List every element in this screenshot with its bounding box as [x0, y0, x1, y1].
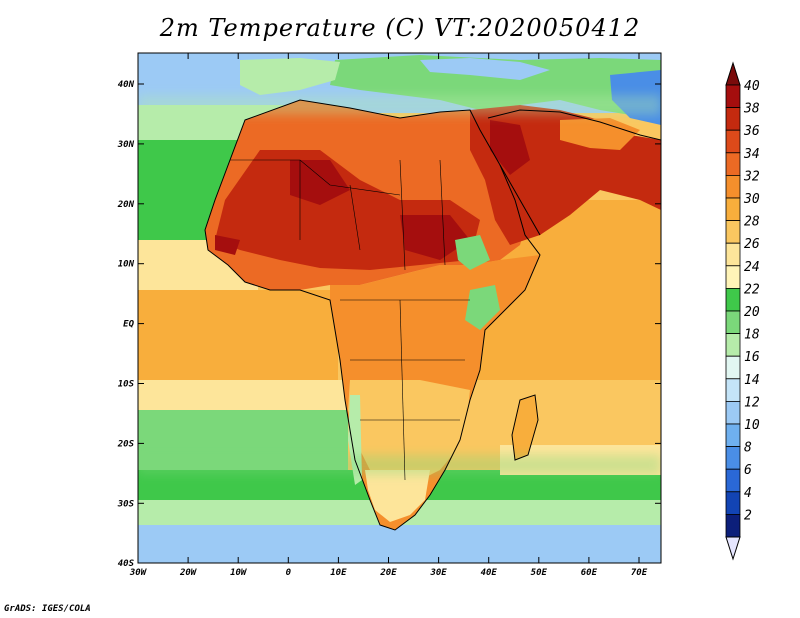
colorbar-swatch: [725, 220, 741, 244]
iran-land: [560, 118, 640, 150]
colorbar-label: 24: [744, 260, 760, 275]
colorbar-swatch: [725, 400, 741, 425]
coastlines: [204, 99, 661, 531]
lon-label: 30W: [129, 568, 148, 578]
colorbar: 40 38 36 34 32 30 28 26 24 22 20 18 16 14 12 10 8 6 4 2: [725, 61, 760, 561]
colorbar-label: 12: [744, 395, 760, 410]
colorbar-swatch: [725, 84, 741, 109]
lon-label: 30E: [429, 568, 447, 578]
colorbar-label: 8: [744, 441, 752, 456]
colorbar-label: 14: [744, 373, 760, 388]
colorbar-swatch: [725, 355, 741, 380]
colorbar-label: 26: [744, 237, 760, 252]
colorbar-swatch: [725, 287, 741, 312]
lat-label: 30S: [117, 499, 135, 509]
ocean-south-blue-band: [138, 525, 661, 563]
ethiopia-highlands: [455, 235, 490, 270]
colorbar-label: 16: [744, 350, 760, 365]
colorbar-swatch: [725, 242, 741, 267]
colorbar-bottom-arrow: [725, 536, 741, 561]
lat-label: 10S: [118, 380, 135, 390]
lon-label: 40E: [481, 568, 498, 578]
colorbar-label: 18: [744, 328, 760, 343]
lat-label: EQ: [123, 320, 134, 330]
ocean-gulf-guinea: [138, 290, 338, 390]
lon-label: 70E: [631, 568, 648, 578]
lon-label: 50E: [531, 568, 548, 578]
east-africa-highlands: [465, 285, 500, 330]
sahara-hot-spot-west: [290, 160, 350, 205]
colorbar-swatch: [725, 310, 741, 335]
colorbar-label: 38: [743, 102, 760, 117]
colorbar-swatch: [725, 491, 741, 515]
colorbar-swatch: [725, 423, 741, 448]
south-africa-cool-land: [365, 470, 430, 522]
temperature-field: [138, 53, 661, 563]
lat-label: 20S: [117, 439, 135, 449]
madagascar-land: [512, 395, 538, 460]
latitude-axis: 40N 30N 20N 10N EQ 10S 20S 30S 40S: [117, 80, 661, 569]
longitude-axis: 30W 20W 10W 0 10E 20E 30E 40E 50E 60E 70E: [129, 53, 648, 578]
country-borders: [230, 159, 470, 481]
plot-frame: [137, 52, 662, 564]
colorbar-swatch: [725, 152, 741, 176]
lon-label: 10E: [330, 568, 347, 578]
colorbar-swatch: [725, 446, 741, 470]
lat-label: 20N: [117, 200, 135, 210]
colorbar-label: 22: [744, 282, 760, 297]
lat-label: 40N: [118, 80, 135, 90]
lon-label: 20E: [379, 568, 397, 578]
colorbar-label: 2: [744, 508, 752, 523]
colorbar-swatch: [725, 174, 741, 199]
lon-label: 0: [286, 568, 292, 578]
colorbar-swatch: [725, 468, 741, 493]
colorbar-label: 6: [744, 463, 752, 478]
colorbar-label: 34: [743, 147, 760, 162]
lon-label: 60E: [581, 568, 598, 578]
colorbar-label: 4: [744, 486, 752, 501]
west-africa-hot-spot: [215, 235, 240, 255]
iberia-land: [240, 58, 340, 95]
lat-label: 30N: [117, 140, 135, 150]
colorbar-swatch: [725, 265, 741, 289]
arabia-hot-spot: [490, 120, 530, 175]
lat-label: 10N: [118, 260, 135, 270]
colorbar-swatch: [725, 107, 741, 131]
colorbar-swatch: [725, 514, 741, 538]
map-title: 2m Temperature (C) VT:2020050412: [159, 14, 641, 42]
colorbar-label: 36: [743, 124, 760, 139]
colorbar-label: 20: [744, 305, 760, 320]
lon-label: 10W: [230, 568, 248, 578]
colorbar-label: 32: [743, 169, 760, 184]
sudan-hot-spot: [400, 215, 470, 260]
colorbar-swatch: [725, 333, 741, 357]
colorbar-top-arrow: [725, 61, 741, 86]
colorbar-label: 40: [744, 79, 760, 94]
europe-mountains: [420, 58, 550, 80]
colorbar-swatch: [725, 378, 741, 402]
colorbar-swatch: [725, 129, 741, 154]
colorbar-label: 28: [744, 215, 760, 230]
colorbar-swatch: [725, 197, 741, 222]
lat-label: 40S: [118, 559, 135, 569]
field-smoothing: [138, 95, 661, 475]
credit-text: GrADS: IGES/COLA: [4, 604, 91, 614]
colorbar-label: 30: [743, 192, 760, 207]
colorbar-label: 10: [744, 418, 760, 433]
lon-label: 20W: [179, 568, 198, 578]
